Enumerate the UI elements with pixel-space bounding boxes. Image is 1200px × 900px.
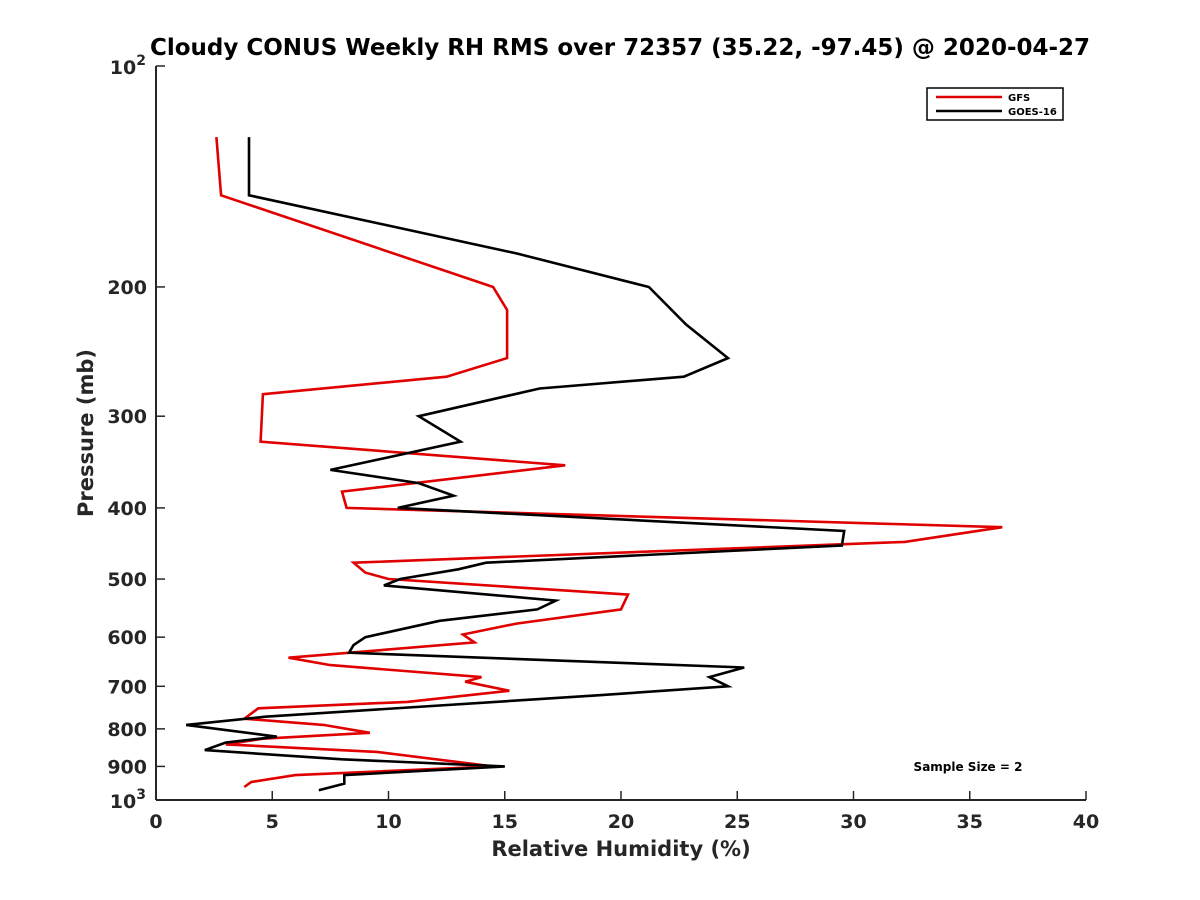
series-layer xyxy=(186,136,1003,792)
y-tick-label-power: 102 xyxy=(110,53,146,79)
x-tick-label: 30 xyxy=(840,811,866,833)
x-tick-label: 40 xyxy=(1073,811,1099,833)
x-tick-label: 5 xyxy=(266,811,279,833)
legend-box xyxy=(926,87,1064,121)
x-tick-label: 20 xyxy=(608,811,634,833)
series-line-gfs xyxy=(215,136,1003,789)
series-line-goes-16 xyxy=(186,137,846,792)
y-ticks: 200 300 400 500 600 700 800 900 102 103 xyxy=(107,53,165,813)
x-tick-label: 10 xyxy=(375,811,401,833)
legend: GFS GOES-16 xyxy=(926,87,1064,121)
y-tick-label: 300 xyxy=(107,406,147,428)
legend-items: GFS GOES-16 xyxy=(936,93,1057,118)
x-tick-label: 15 xyxy=(492,811,518,833)
y-tick-label: 700 xyxy=(107,676,147,698)
y-tick-label-power: 103 xyxy=(110,787,146,813)
y-tick-label: 600 xyxy=(107,627,147,649)
x-tick-label: 25 xyxy=(724,811,750,833)
x-tick-label: 0 xyxy=(149,811,162,833)
sample-size-annotation: Sample Size = 2 xyxy=(914,760,1023,774)
y-tick-label: 400 xyxy=(107,498,147,520)
y-tick-label: 800 xyxy=(107,719,147,741)
y-tick-label: 900 xyxy=(107,756,147,778)
x-tick-label: 35 xyxy=(957,811,983,833)
y-axis-label: Pressure (mb) xyxy=(74,349,98,517)
x-axis-label: Relative Humidity (%) xyxy=(491,837,750,861)
legend-label: GOES-16 xyxy=(1008,107,1057,118)
y-tick-label: 500 xyxy=(107,569,147,591)
legend-label: GFS xyxy=(1008,93,1030,104)
plot-area: 0 5 10 15 20 25 30 35 40 200 300 400 500 600 700 800 90… xyxy=(107,53,1099,833)
x-ticks: 0 5 10 15 20 25 30 35 40 xyxy=(149,791,1099,833)
chart-title: Cloudy CONUS Weekly RH RMS over 72357 (3… xyxy=(150,35,1090,61)
y-tick-label: 200 xyxy=(107,277,147,299)
